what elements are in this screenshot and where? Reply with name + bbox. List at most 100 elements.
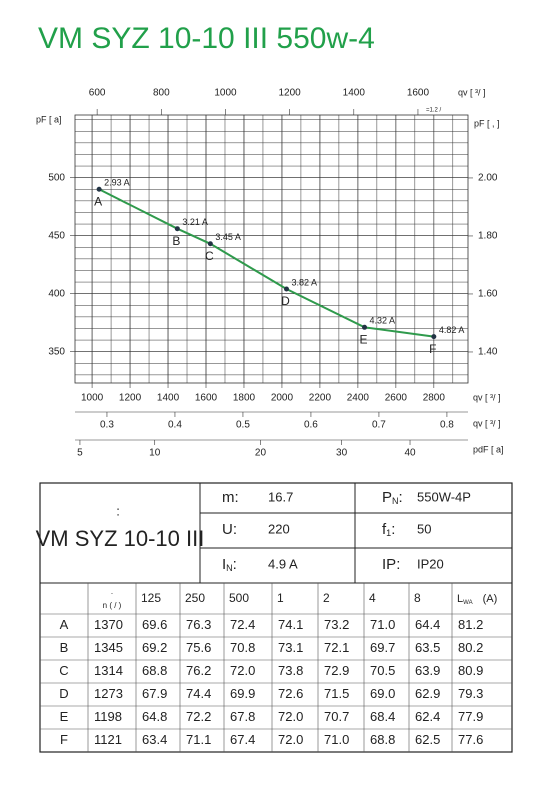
point xyxy=(96,186,102,192)
x3-tick-label: 0.7 xyxy=(372,420,386,431)
table-cell: 76.3 xyxy=(186,617,211,632)
spec-value: 550W-4P xyxy=(417,489,471,504)
x-tick-label: 2400 xyxy=(347,393,370,404)
y-tick-label: 500 xyxy=(48,172,65,183)
table-cell: 70.7 xyxy=(324,709,349,724)
table-cell: 69.0 xyxy=(370,686,395,701)
point-name: E xyxy=(360,332,368,346)
point xyxy=(207,241,213,247)
spec-sep: : xyxy=(391,521,395,538)
point-name: A xyxy=(94,194,102,208)
table-cell: 75.6 xyxy=(186,640,211,655)
header-dot: . xyxy=(111,587,113,596)
point-name: F xyxy=(429,342,436,356)
x4-tick-label: 5 xyxy=(77,448,83,459)
spec-label-main: m xyxy=(222,489,235,506)
point-note: 2.93 A xyxy=(104,178,130,188)
table-cell: D xyxy=(59,686,68,701)
table-cell: 72.0 xyxy=(230,663,255,678)
table-cell: 73.8 xyxy=(278,663,303,678)
table-cell: 71.0 xyxy=(324,732,349,747)
table-cell: 72.0 xyxy=(278,709,303,724)
spec-sep: : xyxy=(399,489,403,506)
point-note: 3.21 A xyxy=(182,217,208,227)
table-cell: 69.2 xyxy=(142,640,167,655)
table-cell: 1314 xyxy=(94,663,123,678)
y-tick-label: 350 xyxy=(48,346,65,357)
x3-tick-label: 0.6 xyxy=(304,420,318,431)
x2-axis-label: qv [ ³/ ] xyxy=(458,87,486,97)
table-cell: 76.2 xyxy=(186,663,211,678)
table-cell: 70.5 xyxy=(370,663,395,678)
table-frame xyxy=(39,482,513,753)
table-cell: 81.2 xyxy=(458,617,483,632)
spec-sep: : xyxy=(233,521,237,538)
x2-tick-label: 1600 xyxy=(407,88,430,99)
spec-value: 50 xyxy=(417,521,431,536)
table-cell: 1370 xyxy=(94,617,123,632)
y2-tick-label: 1.80 xyxy=(478,231,498,242)
point-note: 3.45 A xyxy=(215,232,241,242)
x-tick-label: 2000 xyxy=(271,393,294,404)
table-cell: 77.9 xyxy=(458,709,483,724)
column-header: 250 xyxy=(185,591,205,605)
x4-tick-label: 20 xyxy=(255,448,267,459)
x-tick-label: 2600 xyxy=(385,393,408,404)
table-cell: 62.4 xyxy=(415,709,440,724)
curve xyxy=(98,188,434,338)
table-cell: E xyxy=(60,709,69,724)
table-cell: 1345 xyxy=(94,640,123,655)
table-cell: 72.9 xyxy=(324,663,349,678)
table-cell: 62.9 xyxy=(415,686,440,701)
point-note: 4.82 A xyxy=(439,325,465,335)
x4-tick-label: 10 xyxy=(149,448,161,459)
table-cell: C xyxy=(59,663,68,678)
table-cell: 63.9 xyxy=(415,663,440,678)
x4-tick-label: 30 xyxy=(336,448,348,459)
x-tick-label: 1000 xyxy=(81,393,104,404)
table-cell: A xyxy=(60,617,69,632)
table-cell: F xyxy=(60,732,68,747)
spec-sep: : xyxy=(396,556,400,573)
point xyxy=(431,334,437,340)
point-name: D xyxy=(281,294,290,308)
spec-label: f1: xyxy=(382,521,395,538)
x-tick-label: 1400 xyxy=(157,393,180,404)
table-cell: 72.4 xyxy=(230,617,255,632)
table-cell: 63.5 xyxy=(415,640,440,655)
x-tick-label: 1600 xyxy=(195,393,218,404)
table-cell: 68.4 xyxy=(370,709,395,724)
table-cell: 71.5 xyxy=(324,686,349,701)
table-cell: 79.3 xyxy=(458,686,483,701)
plot-frame xyxy=(74,114,469,384)
table-cell: 72.1 xyxy=(324,640,349,655)
column-header: 2 xyxy=(323,591,330,605)
x2-tick-label: 1000 xyxy=(214,88,237,99)
table-cell: 1121 xyxy=(94,732,122,747)
y2-tick-label: 2.00 xyxy=(478,173,498,184)
spec-label: IP: xyxy=(382,556,400,573)
table-cell: 67.8 xyxy=(230,709,255,724)
x4-tick-label: 40 xyxy=(404,448,416,459)
x2-tick-label: 600 xyxy=(89,88,106,99)
spec-label-sub: N xyxy=(226,563,233,573)
column-header: 125 xyxy=(141,591,161,605)
column-header: n ( / ) xyxy=(103,601,122,610)
x-tick-label: 2200 xyxy=(309,393,332,404)
y2-axis-label: pF [ , ] xyxy=(474,118,500,128)
spec-label: IN: xyxy=(222,556,237,573)
table-cell: 73.2 xyxy=(324,617,349,632)
table-cell: 69.9 xyxy=(230,686,255,701)
x-tick-label: 2800 xyxy=(423,393,446,404)
spec-sep: : xyxy=(235,489,239,506)
column-header: 8 xyxy=(414,591,421,605)
x2-tick-label: 1200 xyxy=(279,88,302,99)
column-header: LWA (A) xyxy=(457,593,497,606)
x4-axis-label: pdF [ a] xyxy=(473,444,504,454)
table-cell: 71.0 xyxy=(370,617,395,632)
x3-tick-label: 0.5 xyxy=(236,420,250,431)
table-cell: 73.1 xyxy=(278,640,303,655)
x3-tick-label: 0.8 xyxy=(440,420,454,431)
